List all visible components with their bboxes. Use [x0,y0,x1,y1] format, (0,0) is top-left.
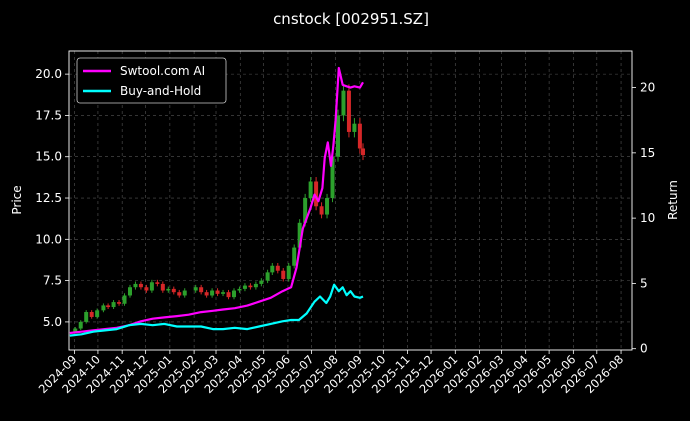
series-line-1 [69,283,364,337]
price-candle-23 [199,287,204,293]
price-candle-41 [297,222,302,248]
price-candle-29 [231,290,236,298]
price-candle-10 [122,295,127,304]
price-candle-24 [204,292,209,296]
price-candle-17 [160,283,165,291]
price-candle-39 [286,265,291,279]
left-y-axis: 5.0 7.5 10.0 12.5 15.0 17.5 20.0 [35,67,69,329]
price-candle-40 [292,247,297,266]
plot-frame [68,50,633,351]
right-tick-label-2: 10 [640,211,655,225]
price-candle-52 [357,123,362,149]
left-tick-label-4: 15.0 [35,150,62,164]
price-candle-19 [171,288,176,293]
price-candle-18 [166,288,171,291]
price-candle-2 [78,321,83,329]
price-candle-26 [215,290,220,294]
right-tick-label-0: 0 [640,342,648,356]
left-tick-label-6: 20.0 [35,67,62,81]
price-candle-36 [270,265,275,273]
price-candle-51 [352,123,357,132]
right-tick-label-3: 15 [640,146,655,160]
price-candle-48 [335,115,340,157]
right-axis-label: Return [666,180,680,220]
left-tick-label-3: 12.5 [35,191,62,205]
price-candle-15 [149,282,154,291]
price-candle-35 [265,272,270,281]
series-line-0 [69,66,364,335]
left-tick-label-2: 10.0 [35,232,62,246]
left-axis-label: Price [10,185,24,214]
price-candle-34 [259,280,264,284]
right-tick-label-4: 20 [640,81,655,95]
price-candle-44 [314,181,319,207]
price-candle-16 [155,282,160,284]
right-tick-label-1: 5 [640,276,648,290]
price-candle-45 [319,206,324,215]
price-candle-49 [341,90,346,116]
price-candle-22 [193,287,198,291]
price-candle-20 [177,292,182,296]
price-candle-5 [95,310,100,317]
price-candle-13 [138,283,143,288]
price-candle-8 [111,302,116,308]
price-candle-6 [101,305,106,311]
price-candle-1 [73,328,78,332]
price-candle-46 [325,198,330,215]
price-candle-14 [144,287,149,291]
price-candle-50 [346,90,351,132]
price-candle-30 [237,288,242,291]
price-candle-11 [127,287,132,296]
legend-box [76,57,227,104]
price-candle-7 [106,305,111,308]
chart-title: cnstock [002951.SZ] [273,10,429,28]
price-candle-28 [226,292,231,298]
left-tick-label-5: 17.5 [35,108,62,122]
return-lines [69,66,364,337]
price-candle-53 [361,148,366,156]
legend: Swtool.com AI Buy-and-Hold [76,57,227,104]
price-candles [73,84,366,334]
legend-label-ai: Swtool.com AI [120,64,205,78]
price-candle-42 [303,198,308,223]
x-axis: 2024-092024-102024-112024-122025-012025-… [36,350,626,396]
price-candle-4 [89,312,94,317]
price-candle-38 [281,270,286,279]
price-candle-37 [275,265,280,271]
price-candle-33 [253,283,258,288]
right-y-axis: 0 5 10 15 20 [632,81,655,356]
price-candle-31 [242,285,247,289]
price-candle-32 [248,285,253,288]
price-candle-12 [133,283,138,288]
price-candle-21 [182,290,187,296]
price-candle-47 [330,156,335,199]
price-candle-9 [117,302,122,304]
left-tick-label-0: 5.0 [43,315,62,329]
price-candle-43 [308,181,313,199]
price-candle-27 [221,292,226,294]
left-tick-label-1: 7.5 [43,274,62,288]
price-candle-25 [210,290,215,296]
legend-label-buy-hold: Buy-and-Hold [120,84,201,98]
price-candle-3 [84,312,89,322]
